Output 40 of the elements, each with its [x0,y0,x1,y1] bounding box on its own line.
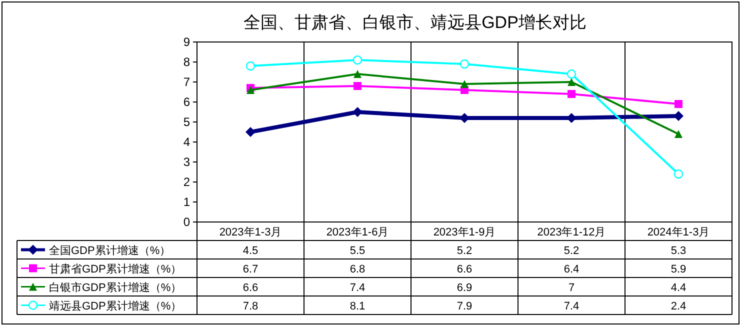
y-tick-label: 3 [183,155,190,169]
data-label: 7.9 [456,300,472,312]
y-tick-label: 2 [183,175,190,189]
data-label: 6.6 [456,263,472,276]
y-tick-label: 7 [183,75,190,89]
data-label: 8.1 [350,300,366,312]
y-tick-label: 5 [183,115,190,129]
x-tick-label: 2023年1-6月 [326,226,389,238]
y-tick-label: 6 [183,95,190,109]
y-tick-label: 0 [183,215,190,229]
y-tick-label: 4 [183,135,190,149]
x-tick-label: 2024年1-3月 [647,226,710,238]
x-tick-label: 2023年1-9月 [433,226,496,238]
y-tick-label: 8 [183,55,190,69]
data-label: 4.5 [242,244,258,257]
data-label: 7 [568,282,575,294]
data-label: 7.8 [242,300,258,312]
data-label: 2.4 [670,300,686,312]
legend-label: 白银市GDP累计增速（%） [49,280,182,294]
y-tick-label: 1 [183,195,190,209]
data-label: 7.4 [564,300,580,312]
data-label: 6.8 [350,263,366,276]
data-label: 5.2 [456,244,472,257]
data-label: 6.7 [242,263,258,276]
data-label: 5.2 [564,244,580,257]
data-label: 5.3 [670,244,686,257]
x-tick-label: 2023年1-3月 [219,226,282,238]
data-label: 7.4 [350,282,366,294]
y-tick-label: 9 [183,35,190,49]
data-label: 6.9 [456,282,472,294]
data-label: 6.6 [242,282,258,294]
legend-label: 全国GDP累计增速（%） [49,244,171,257]
data-label: 5.5 [350,244,366,257]
data-label: 5.9 [670,263,686,276]
x-tick-label: 2023年1-12月 [537,226,606,238]
data-label: 6.4 [564,263,580,276]
title: 全国、甘肃省、白银市、靖远县GDP增长对比 [244,13,586,32]
data-label: 4.4 [670,282,686,294]
legend-label: 甘肃省GDP累计增速（%） [49,262,182,276]
legend-label: 靖远县GDP累计增速（%） [49,299,182,312]
